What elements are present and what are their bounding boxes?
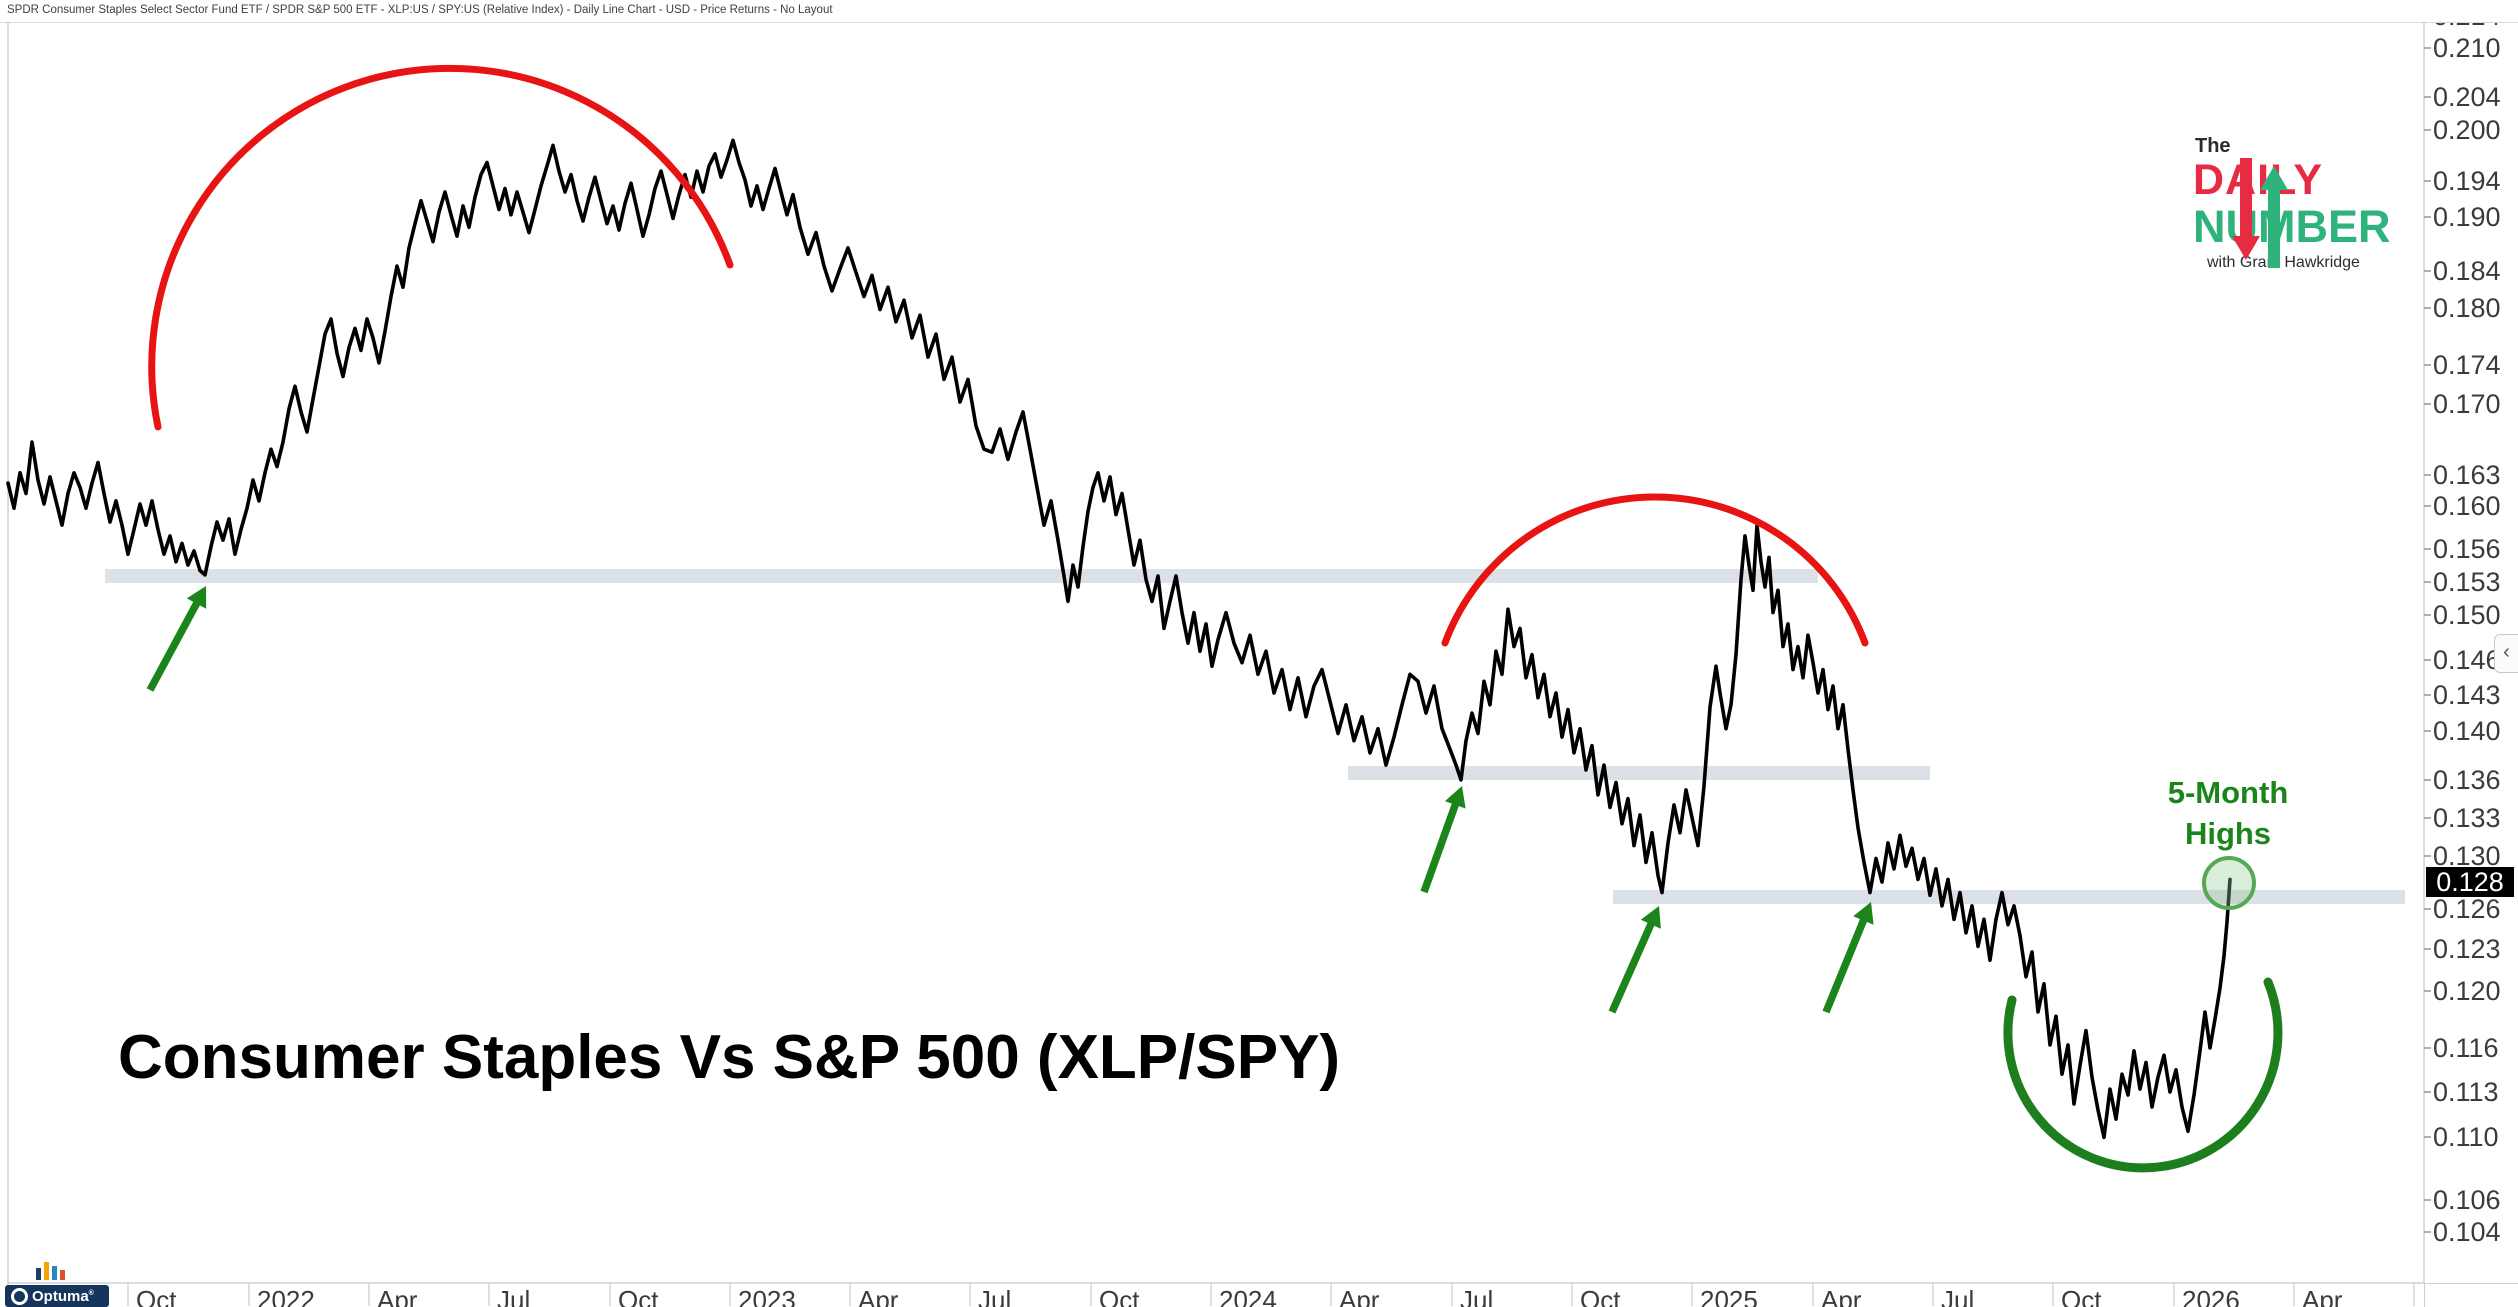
up-down-arrows-icon (2232, 158, 2288, 268)
y-axis-tick-label: 0.156 (2433, 534, 2501, 564)
support-arrow[interactable] (146, 598, 202, 692)
optuma-bar-icon (52, 1266, 57, 1280)
axis-corner-cell (2424, 1283, 2518, 1307)
y-axis-tick-label: 0.194 (2433, 166, 2501, 196)
optuma-bar-icon (44, 1262, 49, 1280)
x-axis-tick-label: Jul (1460, 1285, 1494, 1307)
x-axis-tick-label: Jul (497, 1285, 531, 1307)
optuma-ring-icon (11, 1287, 28, 1305)
x-axis-tick-label: 2026 (2182, 1285, 2240, 1307)
daily-number-logo: The DAILY NUMBER with Grant Hawkridge (2193, 136, 2433, 271)
y-axis-tick-label: 0.160 (2433, 491, 2501, 521)
optuma-logo-text: Optuma® (32, 1287, 94, 1305)
y-axis-tick-label: 0.200 (2433, 115, 2501, 145)
y-axis-tick-label: 0.184 (2433, 256, 2501, 286)
support-zone[interactable] (105, 569, 1818, 583)
x-axis-tick-label: Oct (136, 1285, 177, 1307)
x-axis-tick-label: Oct (1580, 1285, 1621, 1307)
y-axis-tick-label: 0.143 (2433, 680, 2501, 710)
x-axis-tick-label: Oct (618, 1285, 659, 1307)
support-arrow[interactable] (1822, 915, 1869, 1014)
chart-annotation-title: Consumer Staples Vs S&P 500 (XLP/SPY) (118, 1023, 1341, 1092)
x-axis-tick-label: 2023 (738, 1285, 796, 1307)
y-axis-tick-label: 0.163 (2433, 460, 2501, 490)
y-axis-tick-label: 0.113 (2433, 1077, 2499, 1107)
five-month-highs-line1: 5-Month (2167, 775, 2289, 810)
y-axis-tick-label: 0.140 (2433, 716, 2501, 746)
optuma-logo: Optuma® (5, 1285, 109, 1307)
optuma-bar-icon (36, 1268, 41, 1280)
accumulation-arc-green[interactable] (2003, 977, 2283, 1173)
y-axis-tick-label: 0.190 (2433, 202, 2501, 232)
logo-the-text: The (2195, 135, 2231, 157)
price-line[interactable] (6, 138, 2232, 1140)
support-arrow-head[interactable] (1853, 902, 1874, 925)
y-axis-tick-label: 0.126 (2433, 894, 2501, 924)
optuma-bar-icon (60, 1270, 65, 1280)
y-axis-tick-label: 0.170 (2433, 389, 2501, 419)
support-zone[interactable] (1348, 766, 1930, 780)
last-price-badge: 0.128 (2426, 867, 2514, 897)
y-axis-tick-label: 0.110 (2433, 1122, 2499, 1152)
y-axis-tick-label: 0.146 (2433, 645, 2501, 675)
five-month-highs-label: 5-Month Highs (2112, 772, 2344, 854)
five-month-highs-line2: Highs (2184, 816, 2272, 851)
x-axis-tick-label: Apr (1339, 1285, 1380, 1307)
logo-number-text: NUMBER (2193, 201, 2391, 252)
support-arrow-head[interactable] (1444, 786, 1466, 809)
y-axis-tick-label: 0.106 (2433, 1185, 2501, 1215)
distribution-arc-red[interactable] (1441, 493, 1869, 647)
y-axis-tick-label: 0.123 (2433, 934, 2501, 964)
x-axis-tick-label: 2022 (257, 1285, 315, 1307)
x-axis-tick-label: 2025 (1700, 1285, 1758, 1307)
y-axis-tick-label: 0.136 (2433, 765, 2501, 795)
y-axis-tick-label: 0.120 (2433, 976, 2501, 1006)
x-axis-tick-label: Apr (1821, 1285, 1862, 1307)
x-axis-tick-label: Jul (978, 1285, 1012, 1307)
x-axis-tick-label: Oct (1099, 1285, 1140, 1307)
y-axis-tick-label: 0.150 (2433, 600, 2501, 630)
y-axis-tick-label: 0.210 (2433, 33, 2501, 63)
y-axis-tick-label: 0.130 (2433, 841, 2501, 871)
chart-titlebar-text: SPDR Consumer Staples Select Sector Fund… (7, 4, 833, 16)
y-axis-tick-label: 0.174 (2433, 350, 2501, 380)
support-arrow[interactable] (1420, 799, 1461, 894)
support-arrow-head[interactable] (186, 586, 207, 609)
x-axis-tick-label: Oct (2061, 1285, 2102, 1307)
chart-titlebar: SPDR Consumer Staples Select Sector Fund… (0, 0, 2518, 23)
x-axis-tick-label: Apr (2302, 1285, 2343, 1307)
axis-collapse-handle[interactable]: ‹ (2494, 634, 2518, 673)
y-axis-tick-label: 0.204 (2433, 82, 2501, 112)
y-axis-tick-label: 0.133 (2433, 803, 2501, 833)
breakout-highlight-circle[interactable] (2202, 856, 2256, 910)
x-axis-tick-label: Apr (858, 1285, 899, 1307)
y-axis-tick-label: 0.104 (2433, 1217, 2501, 1247)
support-arrow-head[interactable] (1640, 906, 1661, 929)
logo-daily-text: DAILY (2193, 156, 2324, 204)
x-axis-tick-label: Jul (1941, 1285, 1975, 1307)
y-axis-tick-label: 0.180 (2433, 293, 2501, 323)
x-axis-tick-label: 2024 (1219, 1285, 1277, 1307)
x-axis-tick-label: Apr (377, 1285, 418, 1307)
support-arrow[interactable] (1608, 919, 1656, 1014)
support-zone[interactable] (1613, 890, 2405, 904)
y-axis-tick-label: 0.116 (2433, 1033, 2499, 1063)
registered-mark: ® (88, 1289, 94, 1297)
distribution-arc-red[interactable] (148, 64, 734, 431)
y-axis-tick-label: 0.153 (2433, 567, 2501, 597)
